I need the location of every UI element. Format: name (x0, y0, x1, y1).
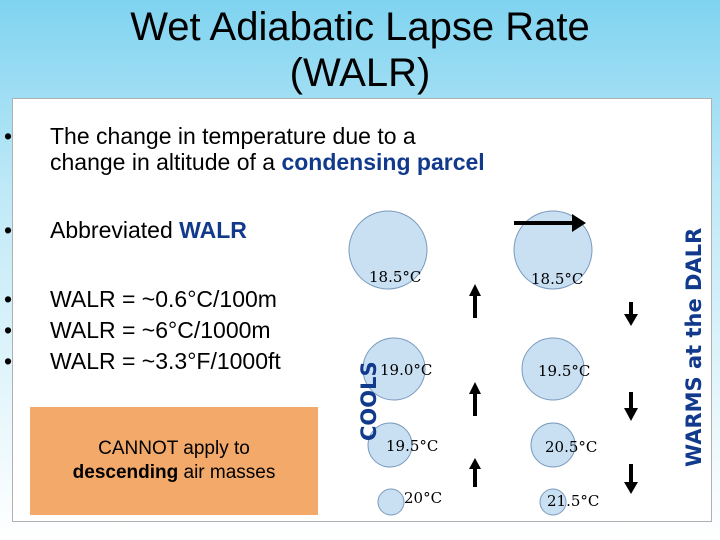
cools-label: COOLS (357, 361, 381, 441)
warning-note: CANNOT apply to descending air masses (30, 407, 318, 515)
parcel-circle (367, 422, 413, 468)
condensing-parcel-emphasis: condensing parcel (281, 149, 485, 175)
temp-left-4: 20°C (404, 489, 443, 507)
walr-rate-imperial: WALR = ~3.3°F/1000ft (50, 348, 281, 374)
walr-rate-metric-1000m: WALR = ~6°C/1000m (50, 317, 271, 343)
title-line-1: Wet Adiabatic Lapse Rate (130, 5, 590, 49)
temp-right-3: 20.5°C (545, 438, 598, 456)
temp-right-1: 18.5°C (531, 270, 584, 288)
note-text: air masses (178, 462, 276, 483)
parcel-circle (521, 337, 585, 401)
definition-line-2: change in altitude of a condensing parce… (50, 150, 485, 174)
slide-title: Wet Adiabatic Lapse Rate (WALR) (0, 4, 720, 96)
parcel-circle (530, 422, 576, 468)
note-line-2: descending air masses (30, 461, 318, 485)
parcel-circle (362, 337, 426, 401)
definition-line-1: The change in temperature due to a (50, 123, 416, 149)
down-arrow-icon (624, 302, 638, 326)
down-arrow-icon (624, 464, 638, 494)
abbreviation-text: Abbreviated (50, 217, 180, 243)
temp-left-3: 19.5°C (386, 437, 439, 455)
temp-left-2: 19.0°C (380, 361, 433, 379)
parcel-circle (348, 210, 428, 290)
bullet-marker: • (4, 317, 13, 343)
definition-text: change in altitude of a (50, 149, 282, 175)
walr-emphasis: WALR (179, 217, 247, 243)
temp-right-4: 21.5°C (547, 492, 600, 510)
walr-rate-metric-100m: WALR = ~0.6°C/100m (50, 286, 277, 312)
bullet-marker: • (4, 217, 13, 243)
descending-emphasis: descending (72, 462, 179, 483)
warms-label: WARMS at the DALR (682, 227, 706, 467)
abbreviation-line: Abbreviated WALR (50, 218, 247, 242)
parcel-circle (539, 488, 567, 516)
bullet-marker: • (4, 123, 13, 149)
temp-left-1: 18.5°C (369, 268, 422, 286)
note-line-1: CANNOT apply to (98, 438, 250, 459)
right-arrow-icon (514, 214, 586, 232)
up-arrow-icon (469, 382, 481, 416)
up-arrow-icon (469, 284, 481, 318)
parcel-circle (377, 488, 405, 516)
up-arrow-icon (469, 458, 481, 487)
bullet-marker: • (4, 286, 13, 312)
bullet-marker: • (4, 348, 13, 374)
title-line-2: (WALR) (289, 51, 431, 95)
temp-right-2: 19.5°C (538, 362, 591, 380)
down-arrow-icon (624, 392, 638, 421)
